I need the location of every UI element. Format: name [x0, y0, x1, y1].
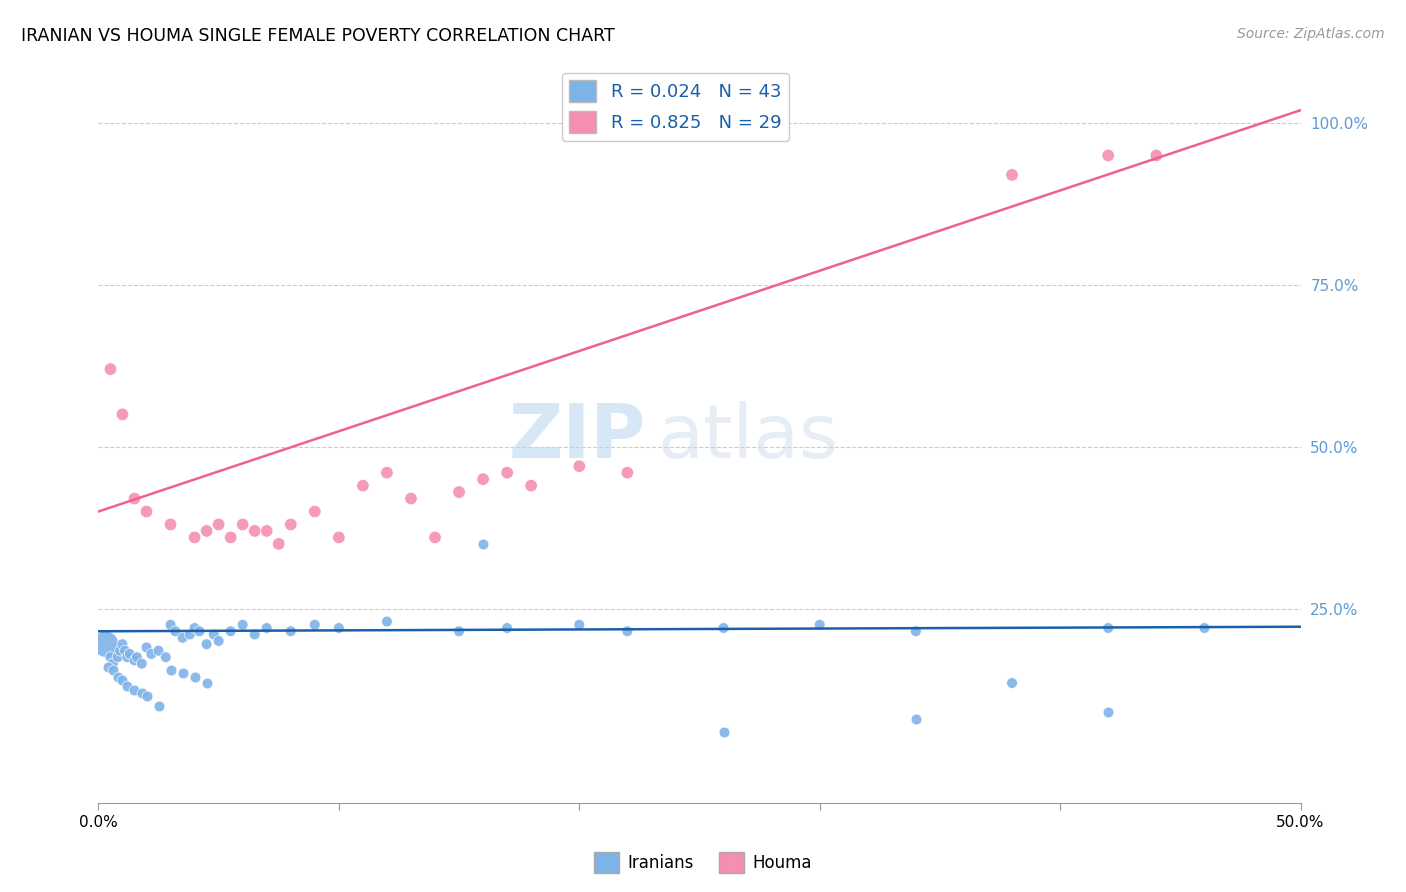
- Point: [1001, 676, 1024, 690]
- Point: [114, 643, 136, 657]
- Text: IRANIAN VS HOUMA SINGLE FEMALE POVERTY CORRELATION CHART: IRANIAN VS HOUMA SINGLE FEMALE POVERTY C…: [21, 27, 614, 45]
- Point: [496, 466, 519, 480]
- Point: [135, 504, 157, 518]
- Point: [219, 624, 242, 639]
- Point: [616, 624, 638, 639]
- Point: [904, 712, 927, 726]
- Point: [100, 362, 122, 376]
- Point: [219, 530, 242, 544]
- Point: [97, 660, 120, 674]
- Point: [1097, 148, 1119, 162]
- Point: [124, 682, 146, 697]
- Point: [172, 631, 194, 645]
- Point: [183, 530, 205, 544]
- Point: [328, 530, 350, 544]
- Point: [423, 530, 446, 544]
- Point: [808, 617, 831, 632]
- Point: [117, 679, 139, 693]
- Point: [616, 466, 638, 480]
- Point: [111, 408, 134, 422]
- Point: [195, 524, 218, 538]
- Point: [352, 478, 374, 492]
- Point: [568, 459, 591, 474]
- Point: [243, 627, 266, 641]
- Point: [280, 624, 302, 639]
- Point: [183, 621, 205, 635]
- Point: [148, 698, 170, 713]
- Point: [447, 624, 470, 639]
- Point: [243, 524, 266, 538]
- Point: [375, 615, 398, 629]
- Point: [1001, 168, 1024, 182]
- Point: [101, 657, 124, 671]
- Text: ZIP: ZIP: [508, 401, 645, 474]
- Point: [232, 617, 254, 632]
- Point: [267, 537, 290, 551]
- Point: [256, 621, 278, 635]
- Point: [117, 650, 139, 665]
- Point: [148, 643, 170, 657]
- Point: [159, 663, 181, 677]
- Point: [135, 640, 157, 655]
- Point: [188, 624, 211, 639]
- Point: [159, 617, 181, 632]
- Point: [131, 686, 153, 700]
- Point: [195, 676, 218, 690]
- Point: [108, 643, 131, 657]
- Point: [375, 466, 398, 480]
- Text: Source: ZipAtlas.com: Source: ZipAtlas.com: [1237, 27, 1385, 41]
- Legend: R = 0.024   N = 43, R = 0.825   N = 29: R = 0.024 N = 43, R = 0.825 N = 29: [562, 73, 789, 141]
- Point: [1097, 621, 1119, 635]
- Point: [232, 517, 254, 532]
- Point: [165, 624, 187, 639]
- Point: [125, 650, 148, 665]
- Point: [904, 624, 927, 639]
- Point: [208, 517, 231, 532]
- Point: [568, 617, 591, 632]
- Point: [131, 657, 153, 671]
- Point: [1097, 705, 1119, 719]
- Point: [94, 637, 117, 651]
- Point: [399, 491, 422, 506]
- Point: [159, 517, 181, 532]
- Point: [183, 669, 205, 683]
- Point: [208, 634, 231, 648]
- Point: [107, 669, 129, 683]
- Text: atlas: atlas: [658, 401, 838, 474]
- Point: [118, 647, 141, 661]
- Point: [328, 621, 350, 635]
- Point: [713, 724, 735, 739]
- Point: [124, 653, 146, 667]
- Point: [447, 485, 470, 500]
- Point: [111, 673, 134, 687]
- Point: [472, 537, 495, 551]
- Point: [202, 627, 225, 641]
- Point: [155, 650, 177, 665]
- Point: [135, 689, 157, 703]
- Point: [304, 617, 326, 632]
- Point: [107, 650, 129, 665]
- Legend: Iranians, Houma: Iranians, Houma: [588, 846, 818, 880]
- Point: [1194, 621, 1216, 635]
- Point: [304, 504, 326, 518]
- Point: [496, 621, 519, 635]
- Point: [100, 650, 122, 665]
- Point: [195, 637, 218, 651]
- Point: [101, 663, 124, 677]
- Point: [280, 517, 302, 532]
- Point: [111, 637, 134, 651]
- Point: [713, 621, 735, 635]
- Point: [124, 491, 146, 506]
- Point: [172, 666, 194, 681]
- Point: [1144, 148, 1167, 162]
- Point: [179, 627, 201, 641]
- Point: [256, 524, 278, 538]
- Point: [472, 472, 495, 486]
- Point: [141, 647, 163, 661]
- Point: [520, 478, 543, 492]
